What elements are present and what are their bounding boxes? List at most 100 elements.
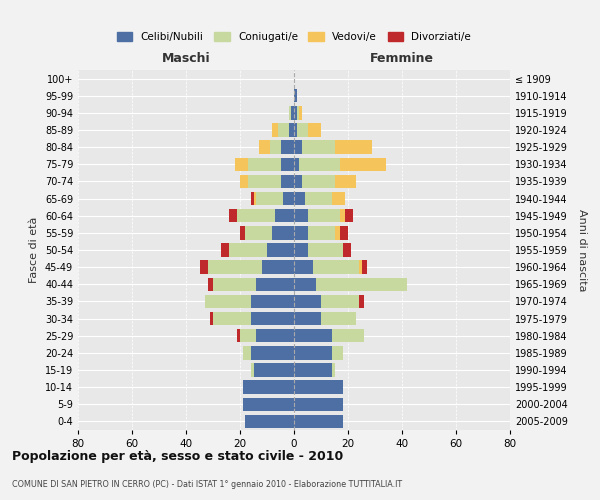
Bar <box>245 414 294 428</box>
Bar <box>208 260 262 274</box>
Bar <box>294 329 332 342</box>
Bar <box>248 174 281 188</box>
Bar <box>240 174 248 188</box>
Bar <box>332 192 346 205</box>
Bar <box>302 140 335 154</box>
Bar <box>283 192 294 205</box>
Bar <box>240 329 256 342</box>
Bar <box>292 106 294 120</box>
Bar <box>211 312 213 326</box>
Bar <box>294 380 343 394</box>
Y-axis label: Anni di nascita: Anni di nascita <box>577 209 587 291</box>
Bar <box>294 414 343 428</box>
Bar <box>296 106 299 120</box>
Bar <box>235 158 248 171</box>
Bar <box>346 209 353 222</box>
Bar <box>229 209 238 222</box>
Text: Maschi: Maschi <box>161 52 211 65</box>
Bar <box>294 364 332 376</box>
Bar <box>256 278 294 291</box>
Bar <box>245 226 272 239</box>
Bar <box>294 192 305 205</box>
Bar <box>294 124 296 136</box>
Bar <box>229 244 267 256</box>
Bar <box>308 244 343 256</box>
Bar <box>221 244 229 256</box>
Bar <box>199 260 208 274</box>
Bar <box>299 106 302 120</box>
Bar <box>251 346 294 360</box>
Bar <box>361 260 367 274</box>
Bar <box>335 174 356 188</box>
Bar <box>305 192 332 205</box>
Bar <box>335 226 340 239</box>
Bar <box>294 398 343 411</box>
Bar <box>335 140 372 154</box>
Bar <box>242 346 251 360</box>
Bar <box>332 364 335 376</box>
Bar <box>343 244 351 256</box>
Bar <box>205 294 251 308</box>
Bar <box>321 294 359 308</box>
Bar <box>294 226 308 239</box>
Legend: Celibi/Nubili, Coniugati/e, Vedovi/e, Divorziati/e: Celibi/Nubili, Coniugati/e, Vedovi/e, Di… <box>113 28 475 45</box>
Text: COMUNE DI SAN PIETRO IN CERRO (PC) - Dati ISTAT 1° gennaio 2010 - Elaborazione T: COMUNE DI SAN PIETRO IN CERRO (PC) - Dat… <box>12 480 402 489</box>
Bar <box>302 174 335 188</box>
Text: Popolazione per età, sesso e stato civile - 2010: Popolazione per età, sesso e stato civil… <box>12 450 343 463</box>
Bar <box>251 312 294 326</box>
Bar <box>240 226 245 239</box>
Text: Femmine: Femmine <box>370 52 434 65</box>
Bar <box>321 312 356 326</box>
Bar <box>289 124 294 136</box>
Bar <box>267 244 294 256</box>
Bar <box>294 158 299 171</box>
Bar <box>332 346 343 360</box>
Bar <box>256 192 283 205</box>
Bar <box>289 106 292 120</box>
Bar <box>294 89 296 102</box>
Bar <box>359 260 361 274</box>
Bar <box>294 260 313 274</box>
Bar <box>308 226 335 239</box>
Bar <box>275 209 294 222</box>
Bar <box>340 226 348 239</box>
Bar <box>242 380 294 394</box>
Y-axis label: Fasce di età: Fasce di età <box>29 217 39 283</box>
Bar <box>272 124 278 136</box>
Bar <box>251 364 254 376</box>
Bar <box>294 244 308 256</box>
Bar <box>238 209 275 222</box>
Bar <box>281 174 294 188</box>
Bar <box>294 140 302 154</box>
Bar <box>294 106 296 120</box>
Bar <box>272 226 294 239</box>
Bar <box>340 209 346 222</box>
Bar <box>281 140 294 154</box>
Bar <box>294 346 332 360</box>
Bar <box>259 140 270 154</box>
Bar <box>242 398 294 411</box>
Bar <box>251 192 254 205</box>
Bar <box>308 209 340 222</box>
Bar <box>316 278 407 291</box>
Bar <box>254 364 294 376</box>
Bar <box>332 329 364 342</box>
Bar <box>359 294 364 308</box>
Bar <box>294 174 302 188</box>
Bar <box>256 329 294 342</box>
Bar <box>262 260 294 274</box>
Bar <box>208 278 213 291</box>
Bar <box>248 158 281 171</box>
Bar <box>313 260 359 274</box>
Bar <box>270 140 281 154</box>
Bar <box>340 158 386 171</box>
Bar <box>281 158 294 171</box>
Bar <box>254 192 256 205</box>
Bar <box>299 158 340 171</box>
Bar <box>294 312 321 326</box>
Bar <box>238 329 240 342</box>
Bar <box>251 294 294 308</box>
Bar <box>294 294 321 308</box>
Bar <box>294 209 308 222</box>
Bar <box>294 278 316 291</box>
